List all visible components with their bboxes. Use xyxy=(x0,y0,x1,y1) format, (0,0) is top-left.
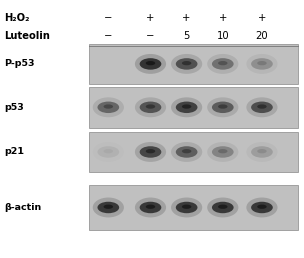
Ellipse shape xyxy=(251,202,273,213)
Ellipse shape xyxy=(218,205,227,209)
Ellipse shape xyxy=(176,58,198,70)
FancyBboxPatch shape xyxy=(89,132,298,172)
Ellipse shape xyxy=(171,142,202,162)
Ellipse shape xyxy=(176,102,198,113)
Ellipse shape xyxy=(212,102,234,113)
Ellipse shape xyxy=(182,205,192,209)
Ellipse shape xyxy=(257,61,267,65)
Ellipse shape xyxy=(246,198,278,217)
Ellipse shape xyxy=(146,149,155,153)
Text: 5: 5 xyxy=(183,31,190,41)
Ellipse shape xyxy=(207,97,238,117)
Ellipse shape xyxy=(104,205,113,209)
Ellipse shape xyxy=(207,198,238,217)
Text: +: + xyxy=(219,13,227,23)
Ellipse shape xyxy=(246,54,278,74)
Ellipse shape xyxy=(146,104,155,109)
Ellipse shape xyxy=(140,102,161,113)
Ellipse shape xyxy=(98,202,119,213)
Text: Luteolin: Luteolin xyxy=(4,31,50,41)
Ellipse shape xyxy=(98,146,119,158)
Ellipse shape xyxy=(246,142,278,162)
Text: β-actin: β-actin xyxy=(4,203,42,212)
Ellipse shape xyxy=(182,104,192,109)
Ellipse shape xyxy=(212,202,234,213)
Text: +: + xyxy=(258,13,266,23)
Text: −: − xyxy=(104,31,112,41)
Ellipse shape xyxy=(135,142,166,162)
Ellipse shape xyxy=(146,205,155,209)
Ellipse shape xyxy=(257,149,267,153)
Ellipse shape xyxy=(218,61,227,65)
Ellipse shape xyxy=(218,149,227,153)
Text: −: − xyxy=(146,31,155,41)
Ellipse shape xyxy=(146,61,155,65)
Ellipse shape xyxy=(171,54,202,74)
Ellipse shape xyxy=(135,97,166,117)
Ellipse shape xyxy=(171,97,202,117)
FancyBboxPatch shape xyxy=(89,185,298,230)
Ellipse shape xyxy=(171,198,202,217)
Ellipse shape xyxy=(182,61,192,65)
Ellipse shape xyxy=(140,146,161,158)
Ellipse shape xyxy=(251,146,273,158)
Ellipse shape xyxy=(207,54,238,74)
Text: +: + xyxy=(146,13,155,23)
Ellipse shape xyxy=(251,102,273,113)
Ellipse shape xyxy=(140,202,161,213)
Text: −: − xyxy=(104,13,112,23)
Ellipse shape xyxy=(104,104,113,109)
Ellipse shape xyxy=(135,54,166,74)
Text: 10: 10 xyxy=(216,31,229,41)
Text: +: + xyxy=(182,13,191,23)
Ellipse shape xyxy=(176,146,198,158)
Ellipse shape xyxy=(140,58,161,70)
Ellipse shape xyxy=(207,142,238,162)
Ellipse shape xyxy=(93,198,124,217)
Ellipse shape xyxy=(176,202,198,213)
FancyBboxPatch shape xyxy=(89,44,298,84)
Ellipse shape xyxy=(257,205,267,209)
Ellipse shape xyxy=(93,97,124,117)
Text: 20: 20 xyxy=(256,31,268,41)
Ellipse shape xyxy=(257,104,267,109)
Ellipse shape xyxy=(98,102,119,113)
Ellipse shape xyxy=(218,104,227,109)
Ellipse shape xyxy=(246,97,278,117)
Ellipse shape xyxy=(212,146,234,158)
Text: P-p53: P-p53 xyxy=(4,59,35,68)
Ellipse shape xyxy=(135,198,166,217)
Text: p21: p21 xyxy=(4,148,24,156)
Ellipse shape xyxy=(212,58,234,70)
FancyBboxPatch shape xyxy=(89,87,298,128)
Text: p53: p53 xyxy=(4,103,24,112)
Text: H₂O₂: H₂O₂ xyxy=(4,13,30,23)
Ellipse shape xyxy=(251,58,273,70)
Ellipse shape xyxy=(182,149,192,153)
